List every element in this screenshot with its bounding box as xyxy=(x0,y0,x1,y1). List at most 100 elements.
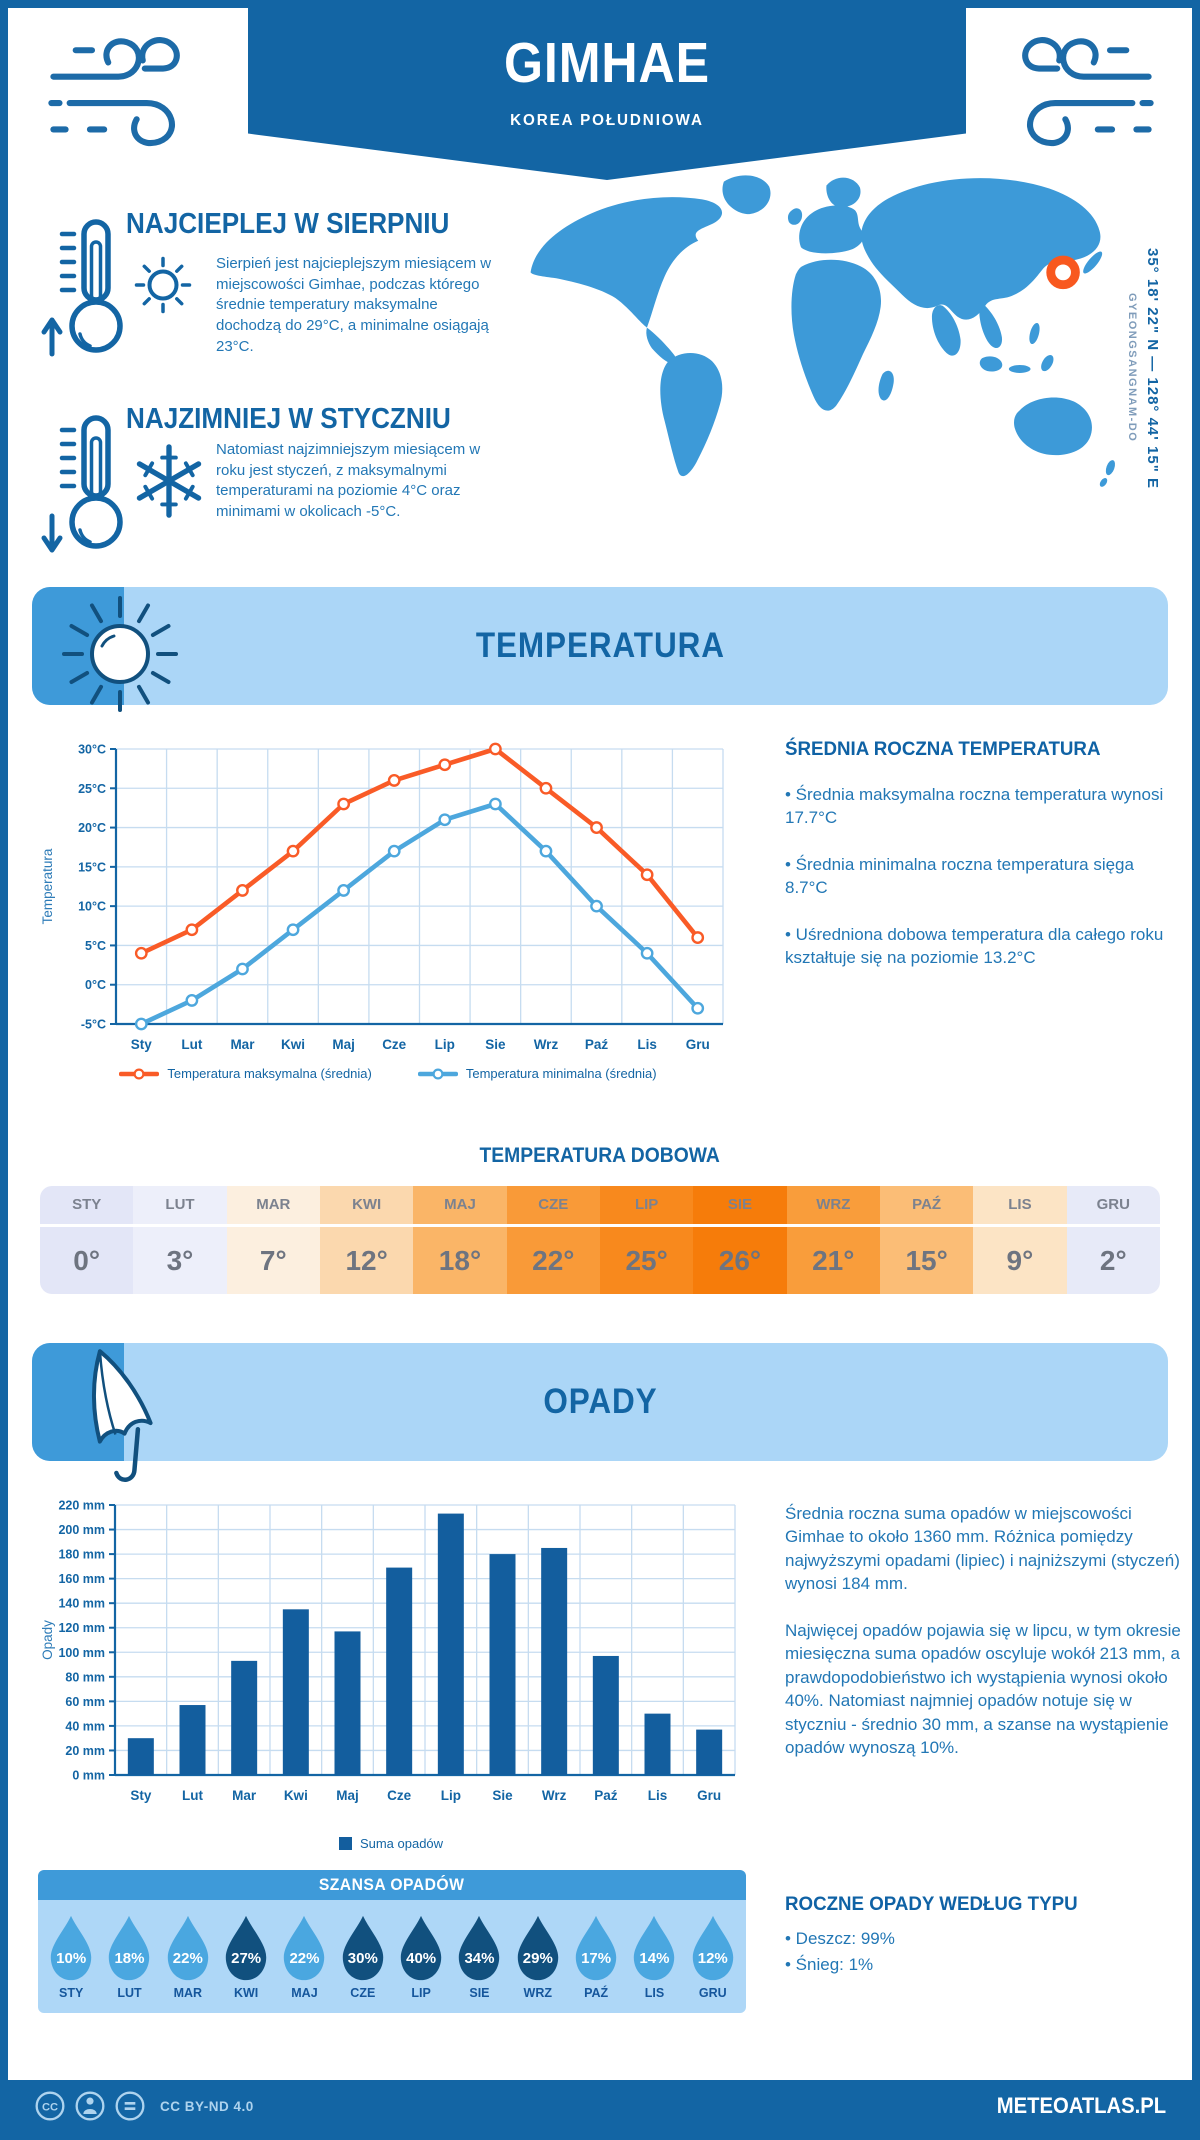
daily-temp-month: PAŹ xyxy=(879,1186,974,1224)
svg-text:Mar: Mar xyxy=(232,1788,257,1803)
temperature-banner: TEMPERATURA xyxy=(32,587,1168,705)
svg-text:Opady: Opady xyxy=(40,1620,55,1660)
chance-droplet: 12% GRU xyxy=(684,1914,742,2000)
month-label: MAR xyxy=(173,1986,203,2000)
precipitation-chance-droplets: 10% STY 18% LUT 22% MAR 27% KWI 22% MAJ 30% CZE 40% L… xyxy=(38,1900,746,2013)
coldest-text: Natomiast najzimniejszym miesiącem w rok… xyxy=(216,441,481,521)
month-label: LIP xyxy=(411,1986,431,2000)
license-text: CC BY-ND 4.0 xyxy=(160,2098,254,2114)
wind-icon xyxy=(1022,37,1154,147)
temperature-banner-title: TEMPERATURA xyxy=(475,626,725,665)
by-type-bullet: • Deszcz: 99% xyxy=(785,1929,895,1948)
svg-text:Wrz: Wrz xyxy=(534,1037,559,1052)
daily-temp-column: WRZ 21° xyxy=(786,1186,880,1294)
daily-temp-value: 22° xyxy=(506,1227,600,1294)
raindrop-icon xyxy=(634,1915,675,1981)
svg-text:Kwi: Kwi xyxy=(284,1788,308,1803)
raindrop-icon xyxy=(517,1915,558,1981)
svg-text:40 mm: 40 mm xyxy=(65,1719,105,1733)
chance-value: 34% xyxy=(464,1950,495,1967)
svg-text:Lut: Lut xyxy=(182,1788,203,1803)
daily-temp-column: PAŹ 15° xyxy=(879,1186,974,1294)
page-subtitle: KOREA POŁUDNIOWA xyxy=(510,112,704,129)
legend-square-icon xyxy=(338,1837,352,1850)
chance-droplet: 40% LIP xyxy=(392,1914,450,2000)
precipitation-by-type-panel: ROCZNE OPADY WEDŁUG TYPU • Deszcz: 99% •… xyxy=(785,1893,1177,1979)
precipitation-paragraph: Najwięcej opadów pojawia się w lipcu, w … xyxy=(785,1620,1181,1758)
svg-text:Sie: Sie xyxy=(485,1037,506,1052)
svg-text:20 mm: 20 mm xyxy=(65,1744,105,1758)
month-label: STY xyxy=(59,1986,84,2000)
svg-text:80 mm: 80 mm xyxy=(65,1670,105,1684)
svg-text:60 mm: 60 mm xyxy=(65,1695,105,1709)
legend-label: Suma opadów xyxy=(359,1836,444,1851)
raindrop-icon xyxy=(342,1915,384,1981)
raindrop-icon xyxy=(284,1915,325,1981)
month-label: PAŹ xyxy=(584,1986,609,2000)
svg-text:Lut: Lut xyxy=(181,1037,202,1052)
chance-droplet: 14% LIS xyxy=(625,1914,683,2000)
daily-temp-month: CZE xyxy=(506,1186,600,1224)
chance-value: 14% xyxy=(639,1950,670,1967)
page-title: GIMHAE xyxy=(504,31,710,95)
svg-text:0 mm: 0 mm xyxy=(72,1769,105,1783)
chance-value: 12% xyxy=(697,1950,728,1967)
month-label: MAJ xyxy=(291,1986,318,2000)
svg-text:Gru: Gru xyxy=(686,1037,710,1052)
precipitation-paragraph: Średnia roczna suma opadów w miejscowośc… xyxy=(785,1504,1180,1594)
sun-banner-icon xyxy=(62,596,178,712)
svg-text:5°C: 5°C xyxy=(85,939,106,953)
chance-droplet: 27% KWI xyxy=(217,1914,275,2000)
daily-temperature-heading: TEMPERATURA DOBOWA xyxy=(479,1144,721,1167)
footer: CC CC BY-ND 4.0 METEOATLAS.PL xyxy=(8,2080,1192,2132)
chance-droplet: 18% LUT xyxy=(100,1914,158,2000)
coordinates-text: 35° 18' 22" N — 128° 44' 15" E xyxy=(1144,247,1161,489)
daily-temp-month: SIE xyxy=(693,1186,787,1224)
annual-temp-bullet: • Średnia maksymalna roczna temperatura … xyxy=(785,785,1164,828)
daily-temp-month: LUT xyxy=(133,1186,227,1224)
month-label: SIE xyxy=(469,1986,490,2000)
daily-temp-value: 2° xyxy=(1066,1227,1160,1294)
svg-text:180 mm: 180 mm xyxy=(58,1548,105,1562)
svg-text:CC: CC xyxy=(42,2101,58,2113)
cc-license-icons: CC xyxy=(34,2090,146,2122)
svg-text:140 mm: 140 mm xyxy=(58,1597,105,1611)
cc-by-person-icon xyxy=(75,2091,105,2121)
svg-text:Lip: Lip xyxy=(435,1037,455,1052)
svg-text:10°C: 10°C xyxy=(78,900,106,914)
daily-temp-month: LIS xyxy=(973,1186,1067,1224)
annual-temperature-panel: ŚREDNIA ROCZNA TEMPERATURA • Średnia mak… xyxy=(785,738,1177,993)
svg-text:-5°C: -5°C xyxy=(81,1018,106,1032)
daily-temp-value: 9° xyxy=(973,1227,1067,1294)
daily-temp-value: 15° xyxy=(879,1227,974,1294)
brand-text: METEOATLAS.PL xyxy=(996,2093,1166,2118)
chance-droplet: 29% WRZ xyxy=(509,1914,567,2000)
daily-temp-value: 0° xyxy=(40,1227,134,1294)
chance-droplet: 17% PAŹ xyxy=(567,1914,625,2000)
month-label: CZE xyxy=(350,1986,376,2000)
thermometer-cold-icon xyxy=(41,415,123,553)
chance-value: 17% xyxy=(581,1950,612,1967)
legend-item: Temperatura minimalna (średnia) xyxy=(417,1066,657,1081)
daily-temp-column: LUT 3° xyxy=(133,1186,227,1294)
svg-text:Kwi: Kwi xyxy=(281,1037,305,1052)
daily-temp-column: MAR 7° xyxy=(226,1186,320,1294)
precipitation-chart-legend: Suma opadów xyxy=(36,1836,746,1851)
daily-temperature-table: STY 0° LUT 3° MAR 7° KWI 12° MAJ 18° CZE 22° LIP 25° S… xyxy=(40,1186,1160,1294)
precipitation-text-panel: Średnia roczna suma opadów w miejscowośc… xyxy=(785,1502,1181,1783)
annual-temp-bullet: • Średnia minimalna roczna temperatura s… xyxy=(785,854,1134,898)
cc-nd-equals-icon xyxy=(115,2091,145,2121)
legend-label: Temperatura minimalna (średnia) xyxy=(465,1066,657,1081)
chance-droplet: 10% STY xyxy=(42,1914,100,2000)
daily-temp-month: MAR xyxy=(226,1186,320,1224)
chance-value: 30% xyxy=(347,1950,378,1967)
raindrop-icon xyxy=(459,1915,500,1981)
svg-text:Paź: Paź xyxy=(594,1788,618,1803)
svg-text:Maj: Maj xyxy=(336,1788,359,1803)
svg-text:15°C: 15°C xyxy=(78,860,106,874)
annual-temperature-heading: ŚREDNIA ROCZNA TEMPERATURA xyxy=(785,738,1101,760)
chance-value: 40% xyxy=(406,1950,437,1967)
chance-value: 27% xyxy=(231,1950,262,1967)
legend-item: Temperatura maksymalna (średnia) xyxy=(119,1066,372,1081)
